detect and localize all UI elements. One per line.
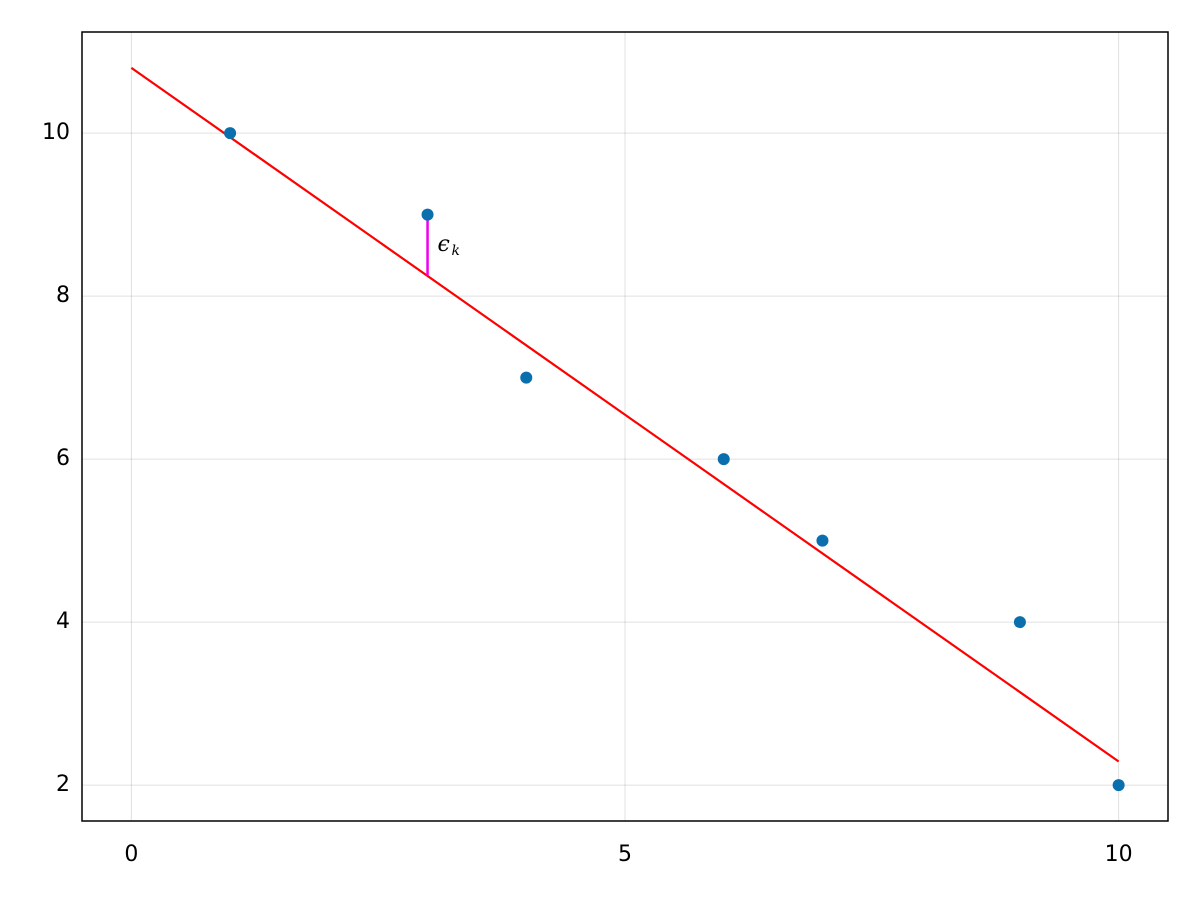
y-tick-label: 10 [42,120,70,145]
y-tick-label: 6 [56,446,70,471]
plot-frame [81,31,1169,822]
point [717,453,730,466]
grid [82,32,1168,821]
point [421,208,434,221]
y-tick-label: 2 [56,772,70,797]
data [130,66,1125,792]
plot-area [82,32,1168,821]
fit-line [130,66,1120,763]
y-tick-label: 8 [56,283,70,308]
point [1112,779,1125,792]
point [816,534,829,547]
residual-label: ϵ [438,232,450,257]
x-tick-label: 5 [618,842,632,867]
point [1013,616,1026,629]
point [520,371,533,384]
y-tick-label: 4 [56,609,70,634]
point [224,127,237,140]
residual-label-subscript: k [452,243,460,259]
x-tick-label: 10 [1105,842,1133,867]
x-tick-label: 0 [124,842,138,867]
